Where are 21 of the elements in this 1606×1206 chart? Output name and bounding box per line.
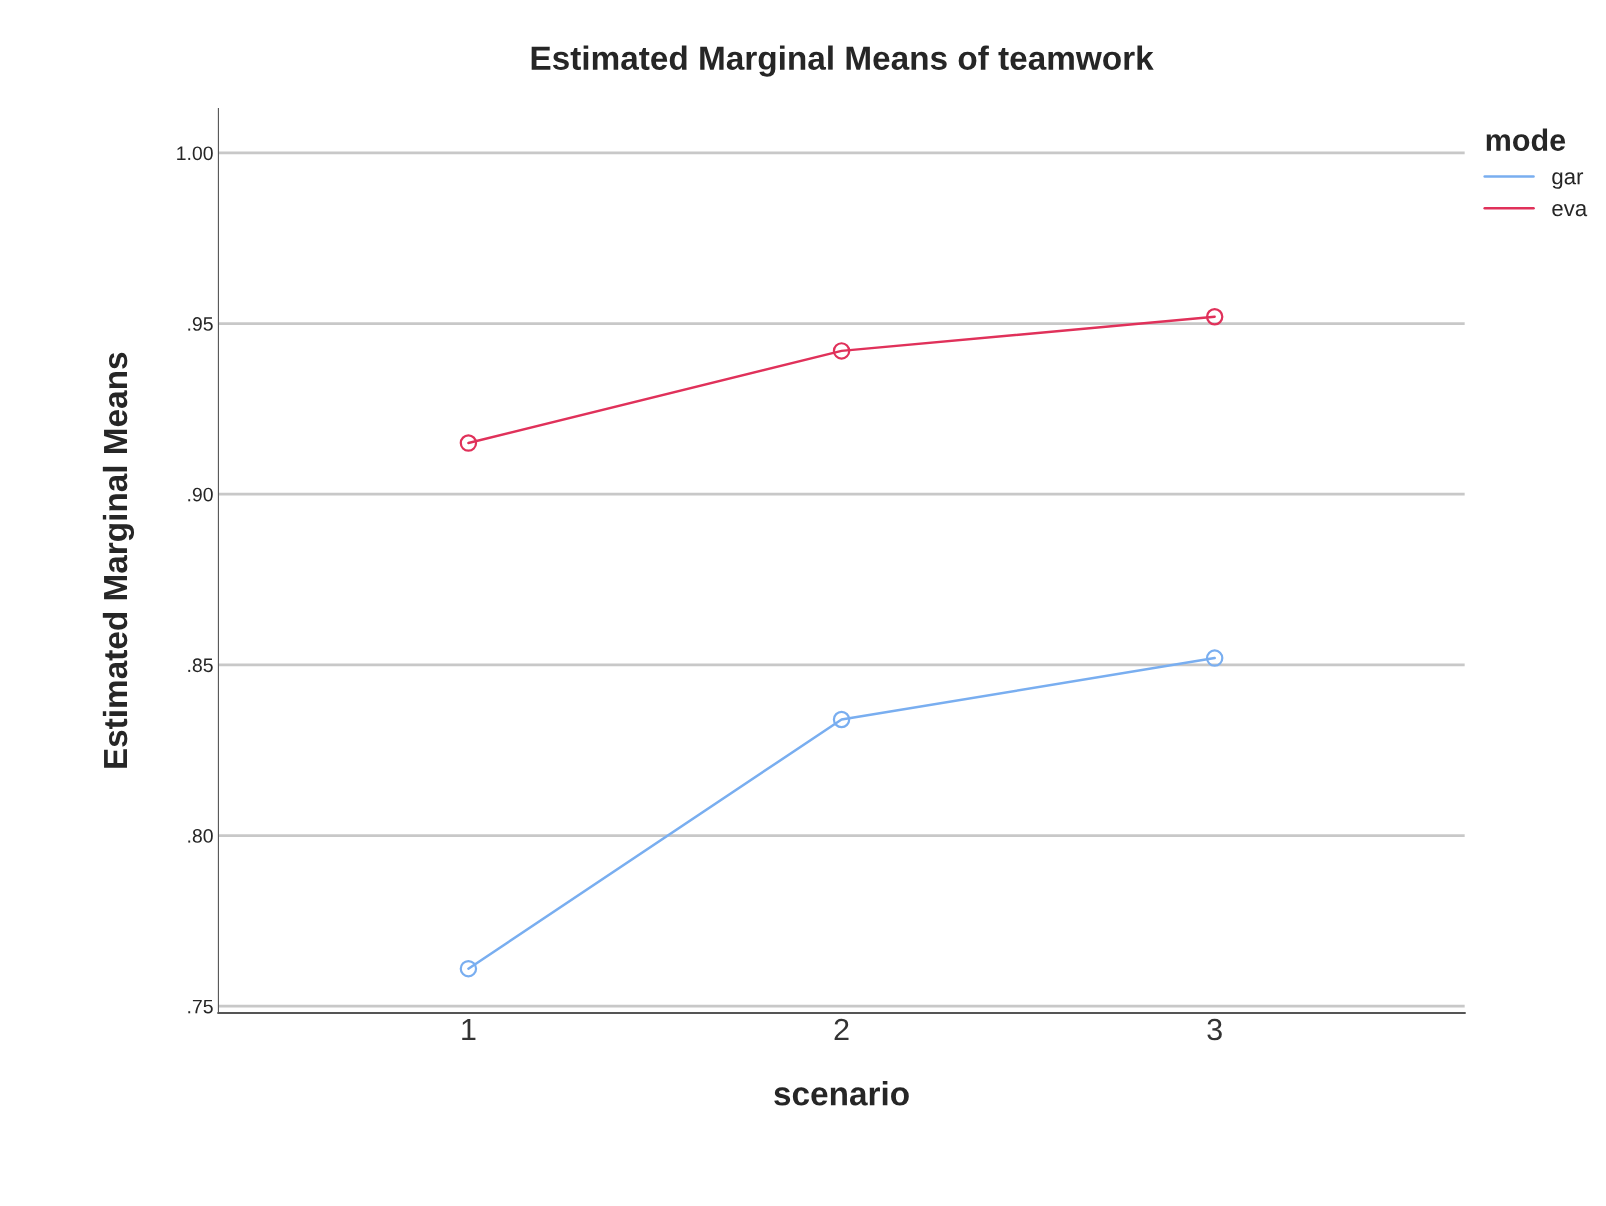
point <box>459 959 478 978</box>
y-tick-label: .95 <box>188 317 213 331</box>
x-tick-label: 1 <box>462 1019 476 1041</box>
y-tick-label: .75 <box>188 999 213 1014</box>
point <box>459 434 478 452</box>
chart-title: Estimated Marginal Means of teamwork <box>531 45 1154 77</box>
point <box>832 342 851 360</box>
x-axis-title: scenario <box>774 1081 909 1106</box>
y-axis-title: Estimated Marginal Means <box>102 352 135 768</box>
x-tick-label: 3 <box>1207 1018 1222 1041</box>
x-tick-label: 2 <box>834 1018 849 1041</box>
legend-title: mode <box>1486 128 1566 151</box>
y-tick-label: .85 <box>188 658 213 673</box>
legend-label: eva <box>1552 204 1588 217</box>
point <box>1205 308 1224 326</box>
y-tick-label: .80 <box>188 829 213 843</box>
y-tick-label: 1.00 <box>177 146 213 161</box>
point <box>1205 649 1224 667</box>
legend-label: gar <box>1552 172 1584 189</box>
y-tick-label: .90 <box>188 487 213 502</box>
point <box>832 710 851 729</box>
